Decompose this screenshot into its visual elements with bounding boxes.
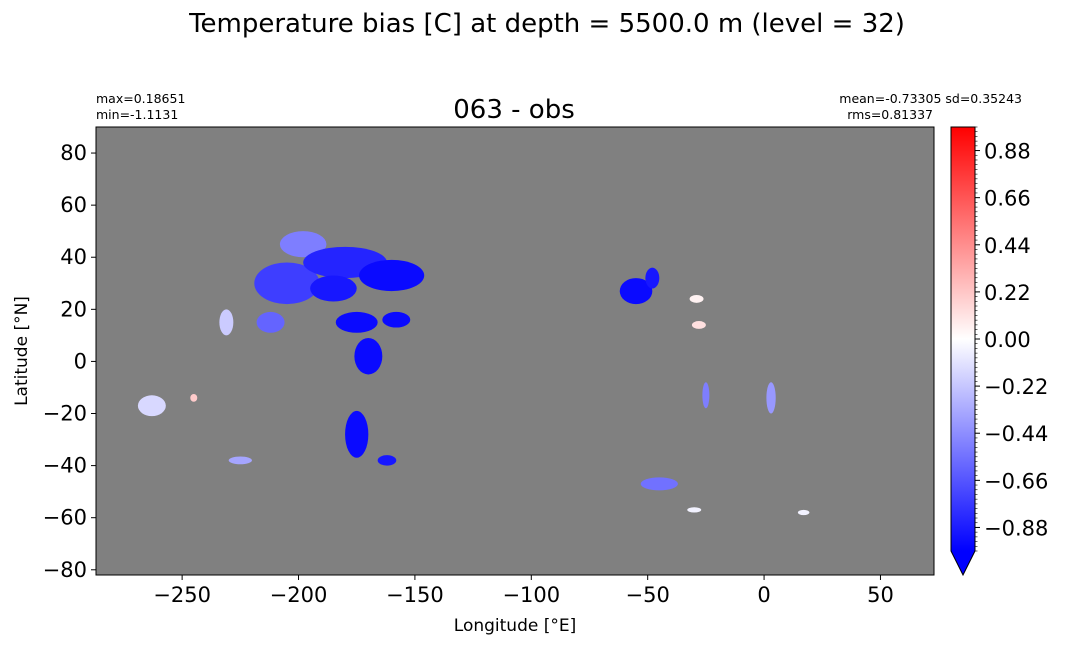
bias-region-indian-ocean-pink — [190, 393, 198, 402]
y-tick-label: 20 — [60, 297, 87, 321]
bias-region-southern-ocean-east — [687, 507, 702, 513]
bias-field — [137, 231, 810, 516]
plot-title: 063 - obs — [453, 95, 575, 125]
bias-region-indian-ocean-south — [137, 395, 166, 417]
stats-mean-sd: mean=-0.73305 sd=0.35243 — [839, 91, 1022, 106]
bias-region-north-pacific-mid — [310, 275, 357, 302]
colorbar-tick-label: −0.88 — [984, 516, 1048, 540]
x-axis: −250 −200 −150 −100 −50 0 50 — [153, 575, 894, 607]
y-tick-label: −20 — [43, 402, 87, 426]
bias-region-equatorial-pacific — [354, 337, 383, 375]
y-tick-label: −40 — [43, 454, 87, 478]
colorbar-tick-label: −0.44 — [984, 422, 1048, 446]
bias-region-australia-south — [228, 456, 252, 465]
bias-region-atlantic-east-white — [689, 295, 704, 303]
x-axis-label: Longitude [°E] — [454, 616, 576, 636]
bias-region-southern-ocean-east-2 — [797, 509, 810, 516]
land-mask-background — [96, 127, 934, 575]
plot-frame — [95, 126, 935, 576]
bias-region-south-atlantic-south — [640, 477, 678, 491]
bias-region-hawaii-area — [382, 311, 411, 328]
bias-region-north-pacific-south — [335, 311, 378, 333]
y-tick-label: 60 — [60, 193, 87, 217]
bias-region-indian-ocean-north — [219, 309, 234, 336]
colorbar-tick-label: −0.22 — [984, 375, 1048, 399]
bias-region-atlantic-north-east — [645, 267, 660, 289]
x-tick-label: −150 — [386, 583, 444, 607]
plot-area — [95, 126, 935, 576]
colorbar-tick-label: 0.66 — [984, 187, 1031, 211]
y-tick-label: 80 — [60, 141, 87, 165]
stats-min: min=-1.1131 — [96, 107, 178, 122]
colorbar: 0.88 0.66 0.44 0.22 0.00 −0.22 −0.44 −0.66 −0.88 — [950, 126, 1048, 577]
bias-region-atlantic-east-white-2 — [691, 321, 706, 329]
x-tick-label: 50 — [867, 583, 894, 607]
y-tick-label: −80 — [43, 558, 87, 582]
y-axis-label: Latitude [°N] — [12, 296, 32, 406]
x-tick-label: −200 — [270, 583, 328, 607]
x-tick-label: −50 — [626, 583, 670, 607]
bias-region-north-pacific-east — [359, 259, 425, 292]
colorbar-tick-label: 0.88 — [984, 140, 1031, 164]
x-tick-label: 0 — [757, 583, 770, 607]
x-tick-label: −100 — [502, 583, 560, 607]
colorbar-tick-label: 0.44 — [984, 234, 1031, 258]
colorbar-tick-label: 0.22 — [984, 281, 1031, 305]
colorbar-ticks: 0.88 0.66 0.44 0.22 0.00 −0.22 −0.44 −0.66 −0.88 — [975, 140, 1048, 540]
colorbar-gradient — [951, 127, 975, 551]
bias-region-west-pacific-blob — [256, 311, 285, 333]
stats-max: max=0.18651 — [96, 91, 185, 106]
stats-rms: rms=0.81337 — [847, 107, 933, 122]
y-tick-label: 0 — [74, 349, 87, 373]
colorbar-extend-min — [951, 551, 975, 575]
colorbar-tick-label: −0.66 — [984, 469, 1048, 493]
y-axis: 80 60 40 20 0 −20 −40 −60 −80 — [43, 141, 96, 582]
bias-region-south-atlantic-east — [766, 382, 776, 414]
bias-region-atlantic-north — [619, 278, 653, 305]
y-tick-label: −60 — [43, 506, 87, 530]
colorbar-tick-label: 0.00 — [984, 328, 1031, 352]
bias-region-north-pacific-west — [254, 262, 320, 305]
y-tick-label: 40 — [60, 245, 87, 269]
colorbar-outline — [950, 126, 976, 577]
x-tick-label: −250 — [153, 583, 211, 607]
bias-region-south-atlantic-mid — [702, 382, 710, 409]
figure-suptitle: Temperature bias [C] at depth = 5500.0 m… — [188, 9, 905, 39]
bias-region-north-pacific-west-upper — [279, 231, 327, 258]
bias-region-south-pacific-tongue — [345, 410, 369, 458]
bias-region-south-pacific-east — [377, 455, 397, 466]
